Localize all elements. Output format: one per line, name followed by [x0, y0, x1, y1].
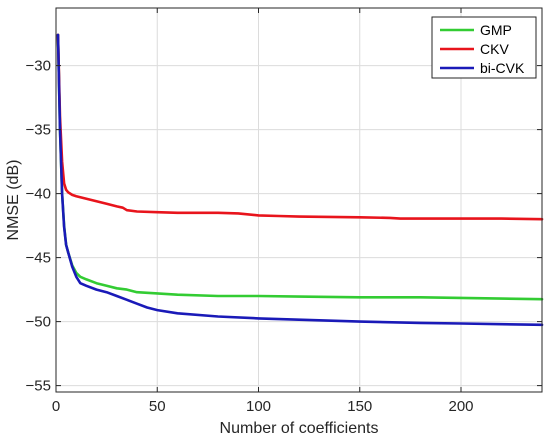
y-tick-label: −40: [26, 186, 51, 203]
y-tick-label: −50: [26, 314, 51, 331]
y-tick-label: −45: [26, 250, 51, 267]
x-tick-label: 0: [52, 398, 60, 415]
legend-label-2: CKV: [480, 41, 509, 57]
y-tick-label: −55: [26, 378, 51, 395]
y-axis-ticks: −30 −35 −40 −45 −50 −55: [26, 58, 542, 395]
series-line-3: [56, 33, 544, 327]
x-axis-ticks: 0 50 100 150 200: [52, 8, 474, 415]
legend-label-3: bi-CVK: [480, 60, 525, 76]
series-line-2: [56, 33, 544, 221]
series-lines: [56, 33, 544, 327]
x-tick-label: 100: [246, 398, 271, 415]
legend-label-1: GMP: [480, 22, 512, 38]
x-tick-label: 50: [149, 398, 166, 415]
x-axis-label: Number of coefficients: [220, 420, 379, 437]
legend: GMP CKV bi-CVK: [431, 16, 537, 79]
y-tick-label: −35: [26, 122, 51, 139]
plot-frame: [55, 7, 543, 393]
grid-lines: [55, 8, 542, 392]
x-tick-label: 200: [448, 398, 473, 415]
y-axis-label: NMSE (dB): [5, 160, 22, 241]
x-tick-label: 150: [347, 398, 372, 415]
y-tick-label: −30: [26, 58, 51, 75]
